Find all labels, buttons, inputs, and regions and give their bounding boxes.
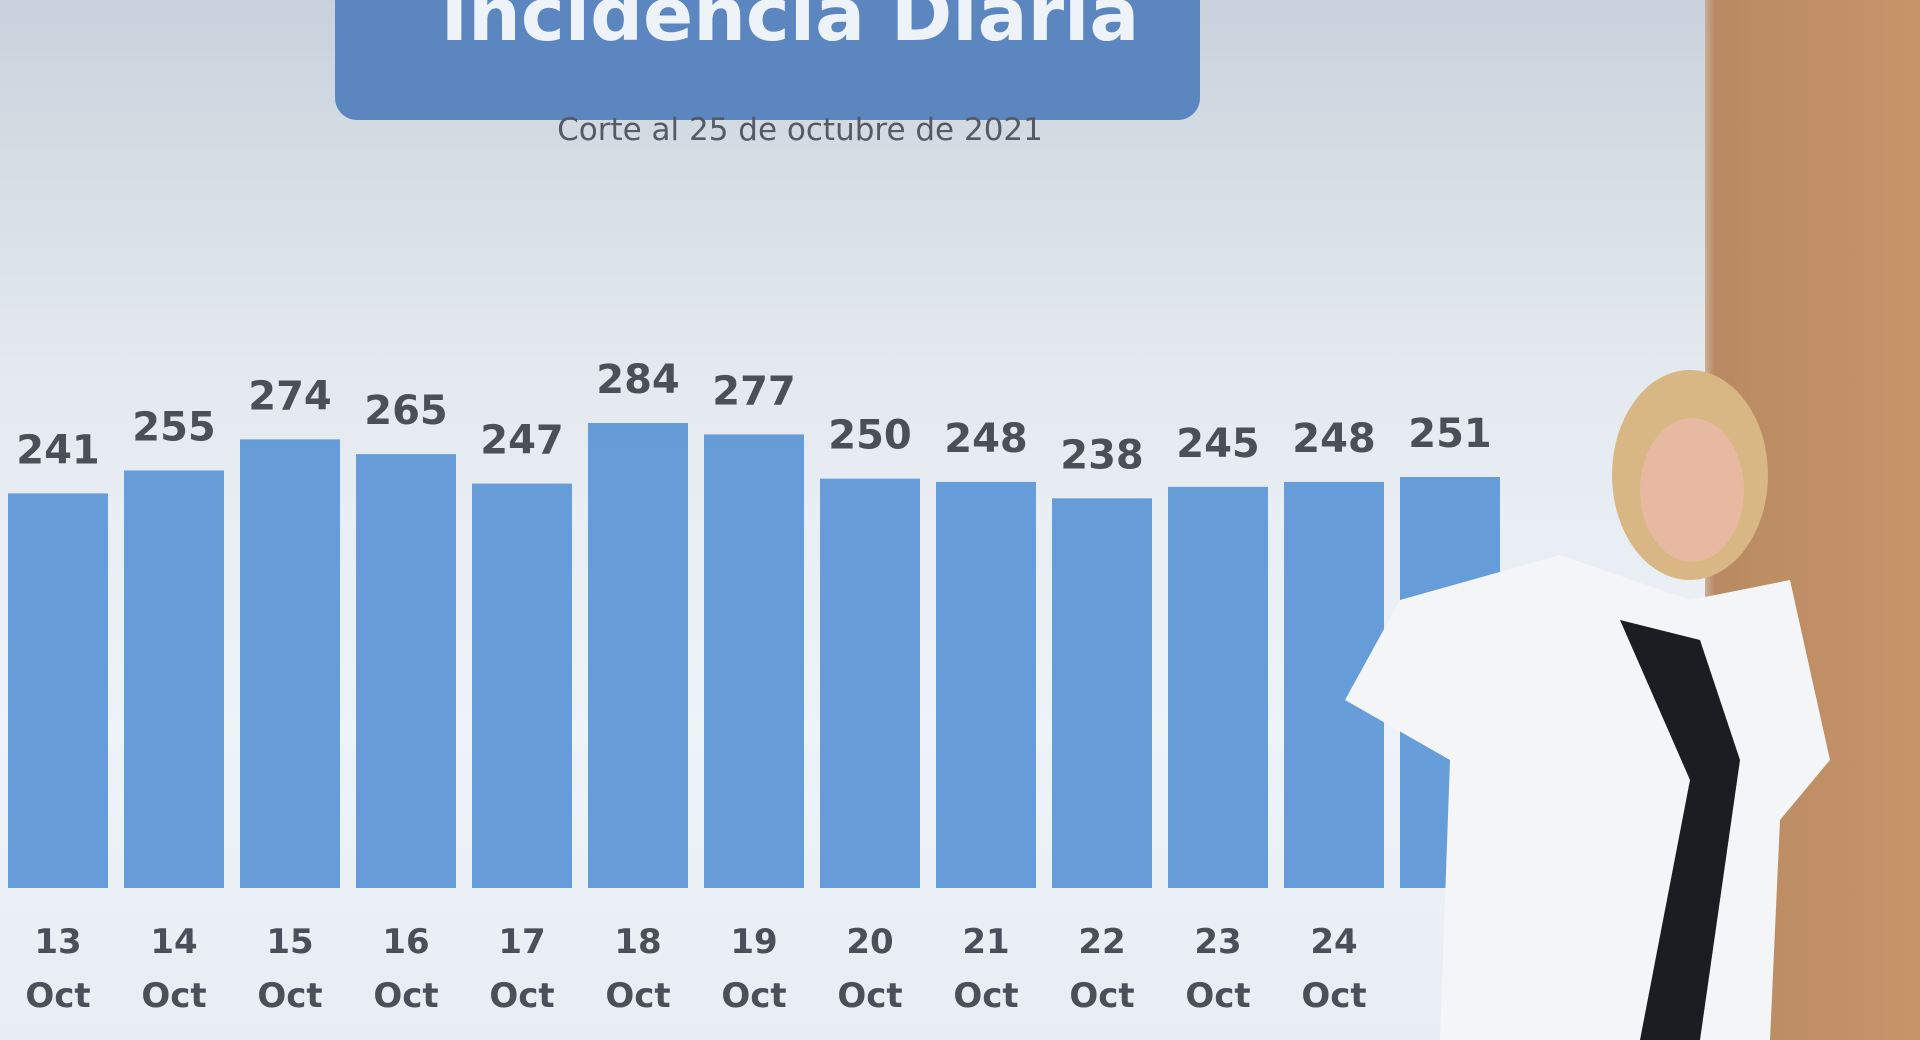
x-tick-label: 20 Oct <box>837 922 903 1016</box>
x-tick-label: 17 Oct <box>489 922 555 1016</box>
value-label: 247 <box>480 418 564 464</box>
value-label: 255 <box>132 404 216 450</box>
value-label: 274 <box>248 373 332 419</box>
bar <box>1168 486 1268 888</box>
bar <box>124 470 224 888</box>
bar <box>588 423 688 888</box>
x-tick-label: 13 Oct <box>25 922 91 1016</box>
value-label: 251 <box>1408 411 1492 457</box>
bar <box>472 483 572 888</box>
bar <box>8 493 108 888</box>
bar <box>820 478 920 888</box>
value-label: 241 <box>16 427 100 473</box>
presenter <box>1345 370 1830 1040</box>
x-tick-label: 21 Oct <box>953 922 1019 1016</box>
x-tick-label: 16 Oct <box>373 922 439 1016</box>
x-tick-label: 14 Oct <box>141 922 207 1016</box>
x-tick-label: 23 Oct <box>1185 922 1251 1016</box>
value-label: 250 <box>828 413 912 459</box>
x-tick-label: 22 Oct <box>1069 922 1135 1016</box>
bar <box>1052 498 1152 888</box>
presenter-shirt <box>1620 620 1740 1040</box>
presenter-face <box>1640 418 1744 562</box>
value-label: 277 <box>712 368 796 414</box>
value-label: 284 <box>596 357 680 403</box>
bar <box>704 434 804 888</box>
value-label: 248 <box>944 416 1028 462</box>
x-tick-label: 19 Oct <box>721 922 787 1016</box>
bars: 241 255 274 265 247 284 277 250 248 238 245 248 251 <box>8 357 1500 888</box>
x-tick-label: 24 Oct <box>1301 922 1367 1016</box>
bar <box>240 439 340 888</box>
bar <box>356 454 456 888</box>
x-tick-label: 15 Oct <box>257 922 323 1016</box>
value-label: 238 <box>1060 432 1144 478</box>
value-label: 265 <box>364 388 448 434</box>
x-tick-label: 18 Oct <box>605 922 671 1016</box>
value-label: 245 <box>1176 421 1260 467</box>
bar <box>936 481 1036 888</box>
chart-title: Incidencia Diaria <box>441 0 1140 58</box>
title-banner <box>335 0 1200 120</box>
value-label: 248 <box>1292 416 1376 462</box>
chart-subtitle: Corte al 25 de octubre de 2021 <box>557 112 1043 148</box>
